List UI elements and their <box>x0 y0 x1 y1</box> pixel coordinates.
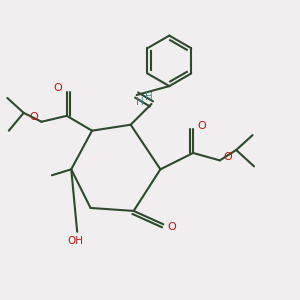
Text: H: H <box>136 98 144 107</box>
Text: O: O <box>223 152 232 161</box>
Text: O: O <box>30 112 38 122</box>
Text: O: O <box>53 83 62 94</box>
Text: OH: OH <box>68 236 84 246</box>
Text: H: H <box>145 92 153 101</box>
Text: O: O <box>198 121 206 130</box>
Text: O: O <box>167 222 176 232</box>
